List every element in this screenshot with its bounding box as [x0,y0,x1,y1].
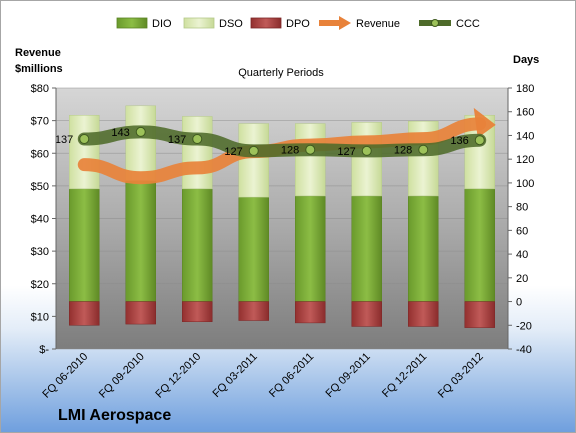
ccc-marker [361,145,372,156]
bar-dso [295,123,326,197]
right-tick-label: -40 [516,344,532,356]
bar-dpo [125,301,156,325]
ccc-marker [248,145,259,156]
bar-dpo [238,301,269,321]
bar-dpo [464,301,495,328]
bar-dso [351,122,382,197]
legend-arrowhead-revenue [339,16,351,30]
bar-dso [238,123,269,198]
left-axis-ticks: $- $10 $20 $30 $40 $50 $60 $70 $80 [31,83,57,356]
legend-swatch-dpo [250,17,282,29]
x-tick-label: FQ 03-2012 [436,351,486,401]
ccc-data-label: 128 [394,145,412,157]
revenue-arrowhead [473,107,496,138]
x-axis-ticks: FQ 06-2010 FQ 09-2010 FQ 12-2010 FQ 03-2011… [40,351,485,401]
bar-dio [351,195,382,302]
legend-swatch-dio [116,17,148,29]
ccc-data-label: 137 [55,134,73,146]
legend-label-revenue: Revenue [356,18,400,30]
x-tick-label: FQ 12-2010 [153,351,203,401]
left-tick-label: $50 [31,181,49,193]
bar-dio [464,188,495,302]
left-tick-label: $10 [31,311,49,323]
left-tick-label: $30 [31,246,49,258]
left-axis-label-line1: Revenue [15,47,61,59]
ccc-marker [135,126,146,137]
ccc-data-label: 137 [168,134,186,146]
right-tick-label: 20 [516,273,528,285]
left-tick-label: $20 [31,279,49,291]
bar-dpo [351,301,382,327]
ccc-marker [192,134,203,145]
right-tick-label: 180 [516,83,534,95]
bar-dso [125,105,156,181]
bar-dio [295,195,326,302]
legend-swatch-dso [183,17,215,29]
x-tick-label: FQ 09-2011 [323,351,372,400]
legend-label-ccc: CCC [456,18,480,30]
bar-dio [182,188,213,302]
right-tick-label: 100 [516,178,534,190]
left-tick-label: $- [39,344,49,356]
left-tick-label: $80 [31,83,49,95]
ccc-marker [418,144,429,155]
bar-dpo [408,301,439,327]
legend-label-dso: DSO [219,18,243,30]
x-tick-label: FQ 06-2011 [267,351,316,400]
bar-dpo [295,301,326,324]
ccc-marker [305,144,316,155]
bar-dpo [69,301,100,326]
ccc-data-label: 127 [224,146,242,158]
right-axis-ticks: -40 -20 0 20 40 60 80 100 120 140 160 180 [507,83,534,356]
legend: DIO DSO DPO Revenue CCC [116,16,480,30]
right-tick-label: 80 [516,202,528,214]
x-tick-label: FQ 09-2010 [97,351,147,401]
x-tick-label: FQ 12-2011 [380,351,429,400]
ccc-data-label: 128 [281,145,299,157]
ccc-marker [474,135,485,146]
left-axis-label-line2: $millions [15,63,63,75]
legend-label-dio: DIO [152,18,172,30]
company-name: LMI Aerospace [58,407,171,424]
right-tick-label: 140 [516,130,534,142]
ccc-data-label: 136 [450,135,468,147]
right-axis-label: Days [513,54,539,66]
left-tick-label: $70 [31,116,49,128]
right-tick-label: 40 [516,249,528,261]
bars-group [69,105,495,328]
bar-dio [238,196,269,302]
right-tick-label: 120 [516,154,534,166]
left-tick-label: $40 [31,214,49,226]
right-tick-label: 0 [516,297,522,309]
ccc-data-label: 127 [337,146,355,158]
right-tick-label: 60 [516,225,528,237]
bar-dio [125,180,156,302]
ccc-data-label: 143 [111,127,129,139]
ccc-marker [79,134,90,145]
bar-dpo [182,301,213,322]
bar-dso [69,115,100,190]
left-tick-label: $60 [31,148,49,160]
ccc-series: 137 143 137 127 128 127 128 136 [55,125,487,158]
right-tick-label: 160 [516,107,534,119]
legend-marker-ccc [431,19,439,27]
bar-dso [182,116,213,190]
x-tick-label: FQ 06-2010 [40,351,90,401]
bar-dio [408,195,439,302]
x-tick-label: FQ 03-2011 [210,351,259,400]
bar-dio [69,188,100,302]
right-tick-label: -20 [516,320,532,332]
chart-title: Quarterly Periods [238,67,324,79]
legend-label-dpo: DPO [286,18,310,30]
